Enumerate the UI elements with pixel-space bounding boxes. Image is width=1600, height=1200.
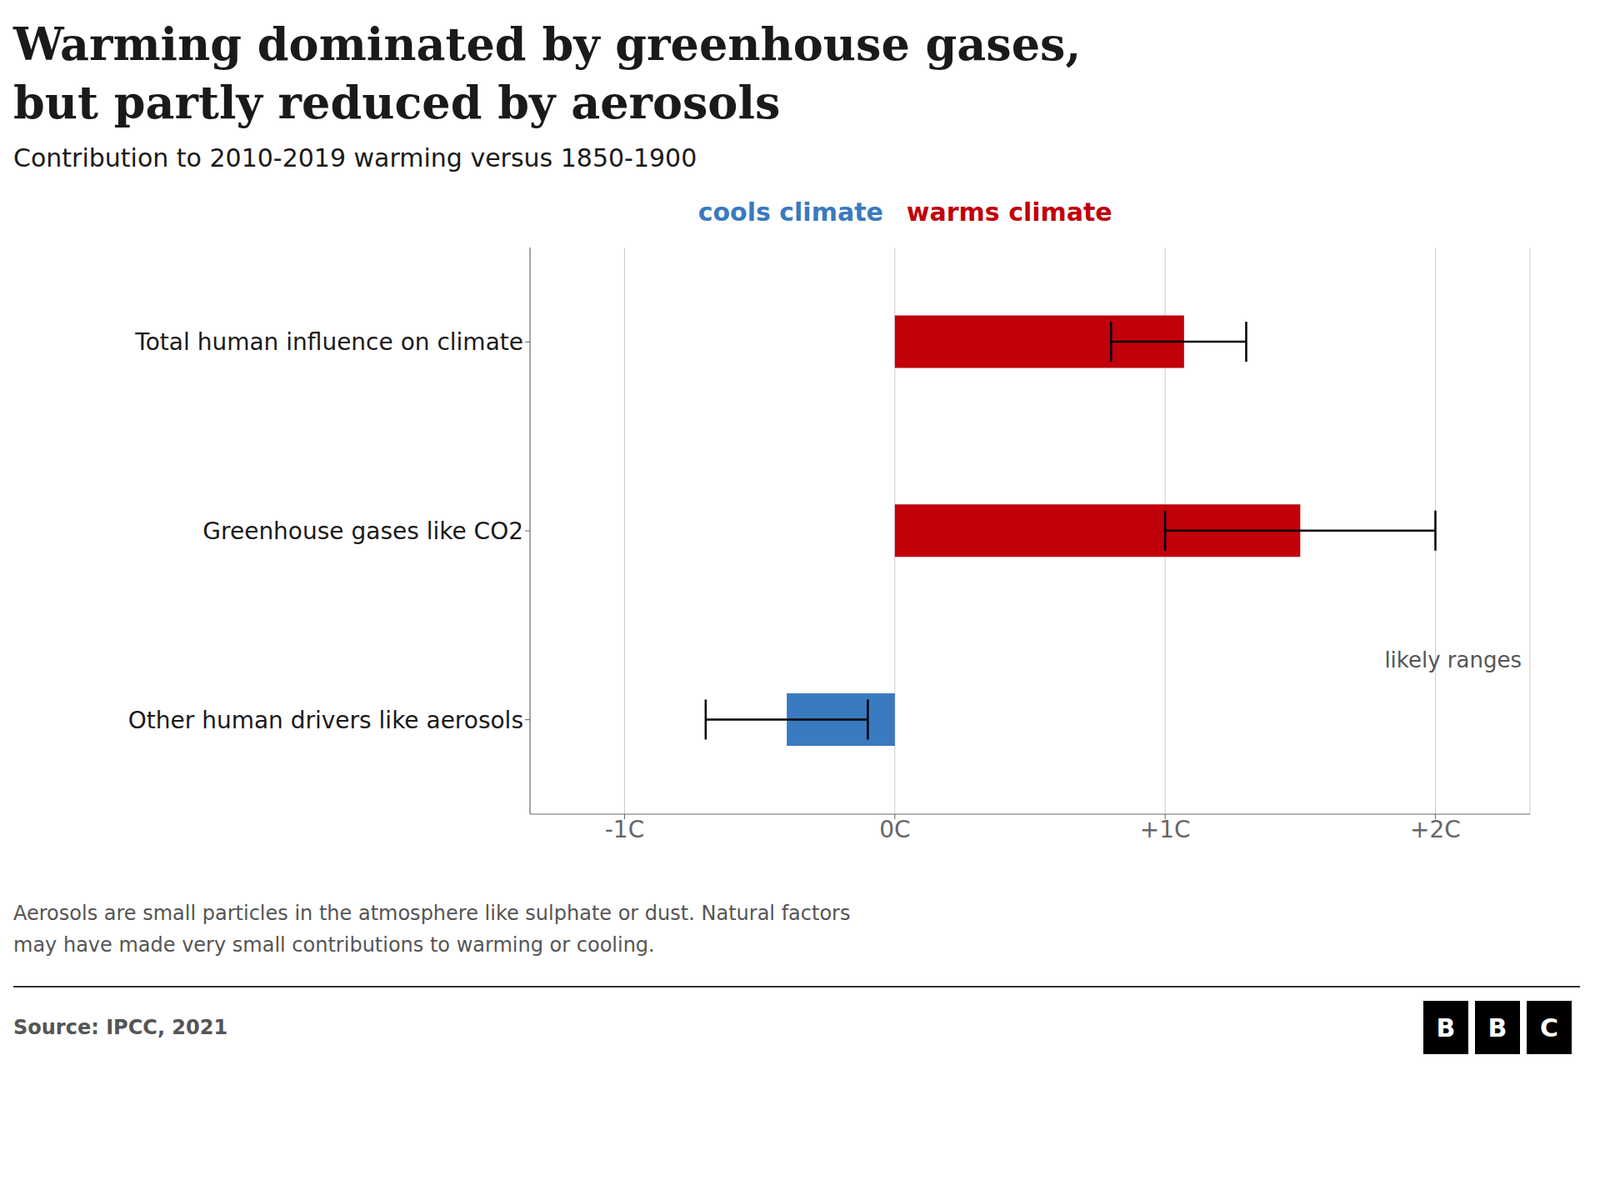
html-text:C: C [1540,1012,1559,1043]
html-text:likely ranges: likely ranges [1384,647,1522,673]
html-text:B: B [1488,1012,1507,1043]
html-text:may have made very small contr: may have made very small contributions t… [13,933,655,957]
html-text:but partly reduced by aerosols: but partly reduced by aerosols [13,75,781,130]
svg-text:Total human influence on clima: Total human influence on climate [134,328,524,356]
svg-text:+1C: +1C [1140,815,1191,844]
svg-text:-1C: -1C [605,815,645,844]
svg-text:Greenhouse gases like CO2: Greenhouse gases like CO2 [202,517,524,545]
html-text:cools climate: cools climate [698,197,884,227]
html-text:Warming dominated by greenhous: Warming dominated by greenhouse gases, [13,17,1082,71]
html-text:Source: IPCC, 2021: Source: IPCC, 2021 [13,1015,228,1040]
svg-text:Other human drivers like aeros: Other human drivers like aerosols [128,706,524,735]
html-text:Contribution to 2010-2019 warm: Contribution to 2010-2019 warming versus… [13,143,697,173]
html-text:Aerosols are small particles i: Aerosols are small particles in the atmo… [13,901,851,925]
svg-text:0C: 0C [879,815,910,844]
html-text:B: B [1436,1012,1456,1043]
svg-text:+2C: +2C [1410,815,1461,844]
html-text:warms climate: warms climate [906,197,1113,227]
